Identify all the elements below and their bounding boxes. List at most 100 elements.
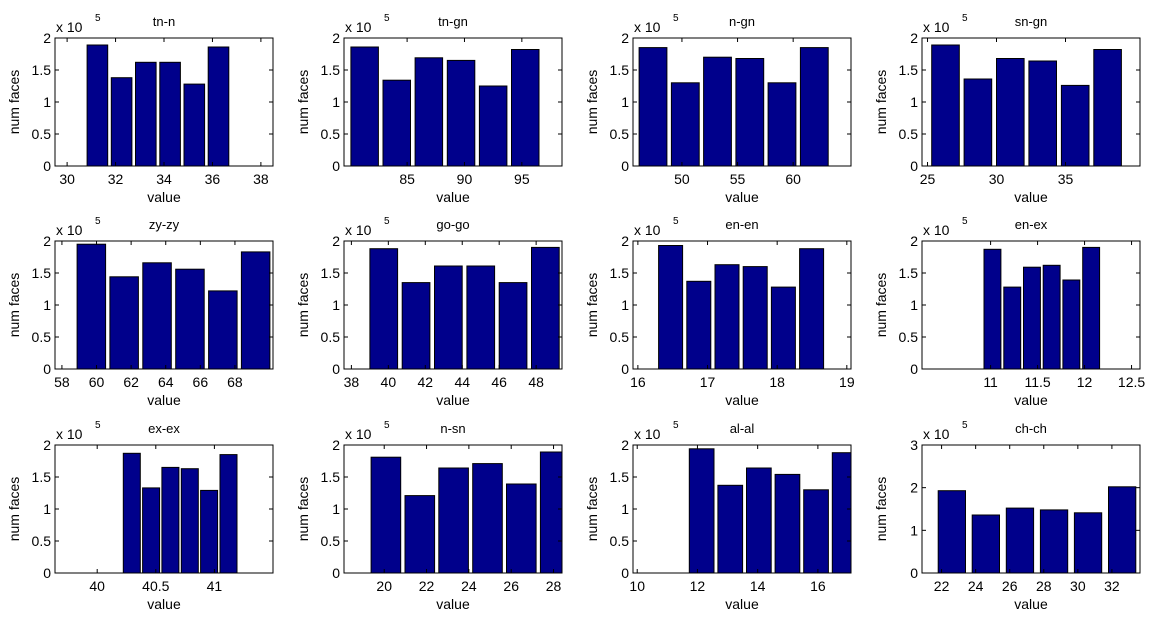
x-tick-label: 16 [810,578,826,594]
x-axis-label: value [1014,596,1048,612]
bar [86,44,109,167]
x-tick-label: 60 [89,374,105,390]
y-axis-label: num faces [6,273,22,338]
x-tick-label: 90 [457,171,473,187]
x-tick-label: 50 [674,171,690,187]
x-tick-label: 60 [785,171,801,187]
bar [401,282,431,370]
bar [746,467,772,574]
x-tick-label: 38 [344,374,360,390]
bar [963,78,993,167]
y-tick-label: 2 [43,437,51,453]
bar [767,82,797,167]
y-scale-label: x 10 [923,426,950,442]
y-tick-label: 0 [43,565,51,581]
x-tick-label: 19 [839,374,855,390]
y-tick-label: 0.5 [321,126,341,142]
bar [774,473,801,574]
y-scale-exponent: 5 [384,420,390,431]
bar [434,265,463,370]
subplot-n-sn: 0 0.5 1 1.5 2 20 22 24 26 28 n-sn x 10 5 value num fac… [295,420,563,612]
y-tick-label: 0.5 [899,126,919,142]
x-tick-label: 36 [205,171,221,187]
x-tick-label: 28 [546,578,562,594]
bar [142,262,172,370]
subplot-title: n-gn [729,14,755,29]
y-axis-label: num faces [584,477,600,542]
y-tick-label: 0 [43,158,51,174]
bar [735,58,765,167]
y-axis-label: num faces [873,273,889,338]
bar [539,451,563,574]
y-tick-label: 1.5 [610,469,630,485]
x-tick-label: 28 [1036,578,1052,594]
y-tick-label: 1.5 [32,62,52,78]
bar [1042,264,1061,370]
y-scale-exponent: 5 [962,13,968,24]
y-tick-label: 0.5 [610,533,630,549]
bar [1062,279,1081,370]
axes-box [921,444,1141,574]
bar [350,46,379,167]
x-tick-label: 11 [983,374,998,390]
y-tick-label: 0.5 [610,126,630,142]
x-tick-label: 26 [1002,578,1018,594]
bar [1028,60,1058,167]
bar [446,59,476,167]
bar [498,282,528,370]
bar [161,466,180,574]
bar [1003,286,1022,370]
y-scale-exponent: 5 [384,13,390,24]
subplot-title: n-sn [440,421,465,436]
y-scale-exponent: 5 [673,216,679,227]
y-tick-label: 1.5 [899,62,919,78]
x-tick-label: 38 [253,171,269,187]
bar [175,268,205,370]
y-tick-label: 2 [621,30,629,46]
y-tick-label: 1 [332,501,340,517]
y-tick-label: 0.5 [32,126,52,142]
bar [1093,49,1122,167]
bar [240,251,271,370]
bar [472,463,503,574]
bar [404,495,436,574]
subplot-en-en: 0 0.5 1 1.5 2 16 17 18 19 en-en x 10 5 value num face… [584,216,855,408]
bar [135,61,157,167]
y-axis-label: num faces [584,70,600,135]
y-tick-label: 2 [332,30,340,46]
y-tick-label: 1 [332,94,340,110]
bar [996,58,1025,167]
y-scale-label: x 10 [56,222,83,238]
y-tick-label: 3 [910,437,918,453]
x-tick-label: 30 [59,171,75,187]
subplot-title: en-ex [1015,217,1048,232]
bar [658,245,684,370]
bar [109,276,139,370]
bar [110,77,133,167]
x-tick-label: 22 [934,578,950,594]
y-tick-label: 0.5 [321,329,341,345]
bar [1023,266,1041,370]
x-tick-label: 40 [381,374,397,390]
subplot-ch-ch: 0 1 2 3 22 24 26 28 30 32 ch-ch x 10 5 value num faces [873,420,1141,612]
y-scale-exponent: 5 [673,13,679,24]
y-scale-label: x 10 [345,19,372,35]
bar [183,83,206,167]
x-axis-label: value [725,392,759,408]
y-tick-label: 0 [910,158,918,174]
y-tick-label: 2 [43,233,51,249]
y-tick-label: 0 [43,361,51,377]
y-tick-label: 1 [332,297,340,313]
y-tick-label: 0 [910,361,918,377]
x-tick-label: 62 [123,374,139,390]
x-tick-label: 12.5 [1118,374,1145,390]
x-axis-label: value [1014,392,1048,408]
bar [770,286,796,370]
y-scale-label: x 10 [634,222,661,238]
subplot-title: zy-zy [149,217,180,232]
bar [937,490,967,574]
y-tick-label: 1.5 [321,62,341,78]
subplot-title: go-go [436,217,469,232]
y-tick-label: 2 [43,30,51,46]
x-tick-label: 10 [629,578,645,594]
